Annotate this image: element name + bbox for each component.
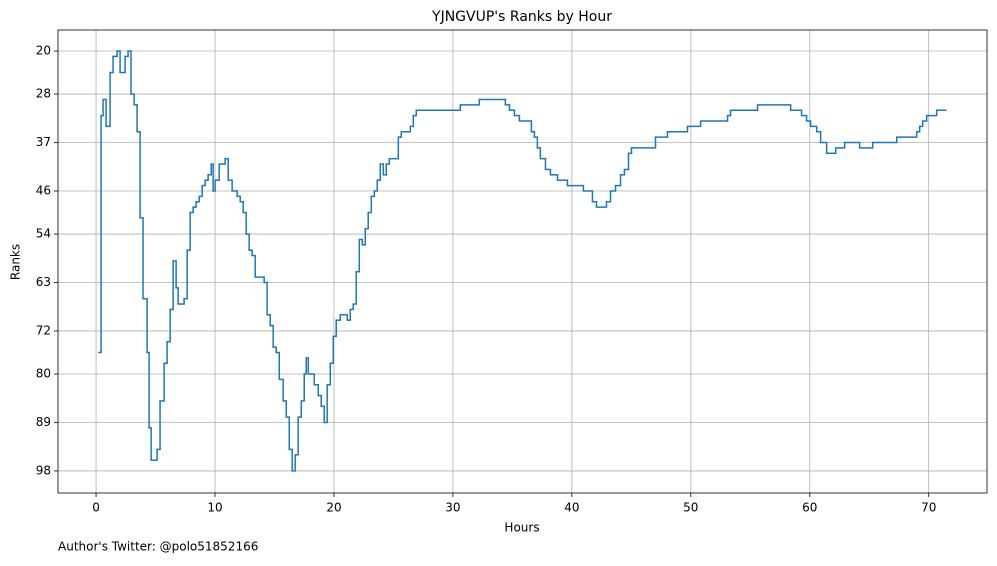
x-tick-label: 0 [92,501,100,515]
y-tick-label: 63 [36,275,51,289]
x-tick-label: 60 [802,501,817,515]
x-tick-label: 70 [921,501,936,515]
x-tick-label: 10 [207,501,222,515]
y-tick-label: 28 [36,87,51,101]
footnote: Author's Twitter: @polo51852166 [58,540,258,554]
y-tick-label: 46 [36,183,51,197]
y-tick-label: 80 [36,367,51,381]
x-tick-label: 20 [326,501,341,515]
plot-frame [57,29,988,494]
x-tick-label: 50 [683,501,698,515]
chart-title: YJNGVUP's Ranks by Hour [431,9,612,25]
y-tick-label: 98 [36,463,51,477]
y-axis-label: Ranks [9,244,23,280]
y-tick-label: 89 [36,415,51,429]
x-tick-label: 40 [564,501,579,515]
y-tick-label: 72 [36,323,51,337]
x-tick-label: 30 [445,501,460,515]
x-axis-label: Hours [504,521,539,535]
y-tick-label: 54 [36,227,51,241]
y-tick-label: 37 [36,135,51,149]
y-tick-label: 20 [36,43,51,57]
